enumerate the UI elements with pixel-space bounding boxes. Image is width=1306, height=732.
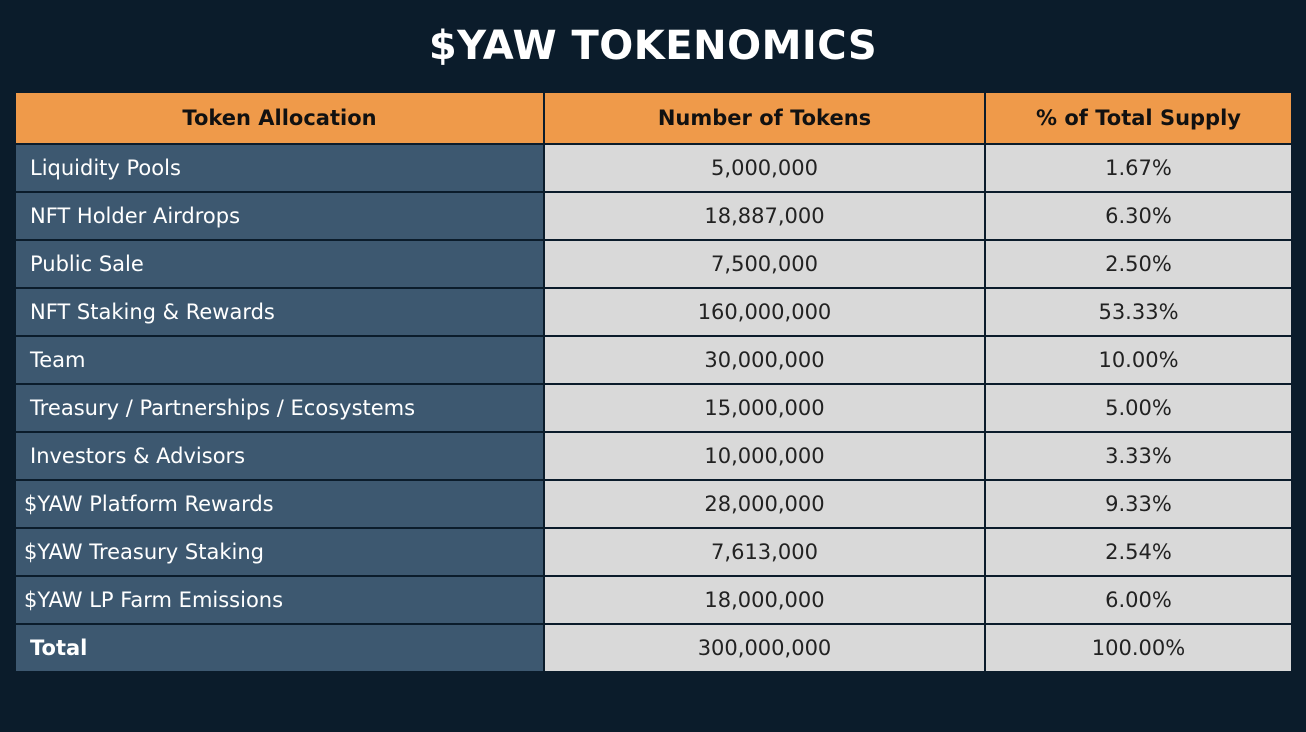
allocation-cell: $YAW LP Farm Emissions	[14, 575, 545, 625]
tokens-cell: 5,000,000	[543, 143, 986, 193]
allocation-cell: $YAW Platform Rewards	[14, 479, 545, 529]
tokenomics-table: Token Allocation Number of Tokens % of T…	[14, 91, 1293, 673]
percent-cell: 2.54%	[984, 527, 1293, 577]
percent-cell: 10.00%	[984, 335, 1293, 385]
table-row: Investors & Advisors 10,000,000 3.33%	[14, 431, 1293, 481]
column-header-tokens: Number of Tokens	[543, 91, 986, 145]
tokens-cell: 10,000,000	[543, 431, 986, 481]
table-header-row: Token Allocation Number of Tokens % of T…	[14, 91, 1293, 145]
allocation-cell: NFT Holder Airdrops	[14, 191, 545, 241]
page-title: $YAW TOKENOMICS	[428, 23, 878, 69]
percent-cell: 3.33%	[984, 431, 1293, 481]
percent-cell: 6.30%	[984, 191, 1293, 241]
table-row: Team 30,000,000 10.00%	[14, 335, 1293, 385]
tokens-cell: 30,000,000	[543, 335, 986, 385]
allocation-cell: Team	[14, 335, 545, 385]
table-row: $YAW LP Farm Emissions 18,000,000 6.00%	[14, 575, 1293, 625]
allocation-cell: Investors & Advisors	[14, 431, 545, 481]
total-tokens-cell: 300,000,000	[543, 623, 986, 673]
table-row: Liquidity Pools 5,000,000 1.67%	[14, 143, 1293, 193]
column-header-percent: % of Total Supply	[984, 91, 1293, 145]
percent-cell: 1.67%	[984, 143, 1293, 193]
tokens-cell: 28,000,000	[543, 479, 986, 529]
table-row: NFT Holder Airdrops 18,887,000 6.30%	[14, 191, 1293, 241]
tokens-cell: 18,000,000	[543, 575, 986, 625]
tokens-cell: 7,500,000	[543, 239, 986, 289]
column-header-allocation: Token Allocation	[14, 91, 545, 145]
percent-cell: 2.50%	[984, 239, 1293, 289]
percent-cell: 6.00%	[984, 575, 1293, 625]
total-row: Total 300,000,000 100.00%	[14, 623, 1293, 673]
tokens-cell: 7,613,000	[543, 527, 986, 577]
total-percent-cell: 100.00%	[984, 623, 1293, 673]
tokens-cell: 15,000,000	[543, 383, 986, 433]
table-row: Treasury / Partnerships / Ecosystems 15,…	[14, 383, 1293, 433]
tokens-cell: 160,000,000	[543, 287, 986, 337]
table-row: NFT Staking & Rewards 160,000,000 53.33%	[14, 287, 1293, 337]
allocation-cell: Treasury / Partnerships / Ecosystems	[14, 383, 545, 433]
allocation-cell: Liquidity Pools	[14, 143, 545, 193]
table-row: $YAW Treasury Staking 7,613,000 2.54%	[14, 527, 1293, 577]
table-row: Public Sale 7,500,000 2.50%	[14, 239, 1293, 289]
percent-cell: 53.33%	[984, 287, 1293, 337]
allocation-cell: $YAW Treasury Staking	[14, 527, 545, 577]
percent-cell: 9.33%	[984, 479, 1293, 529]
allocation-cell: NFT Staking & Rewards	[14, 287, 545, 337]
allocation-cell: Public Sale	[14, 239, 545, 289]
percent-cell: 5.00%	[984, 383, 1293, 433]
tokens-cell: 18,887,000	[543, 191, 986, 241]
total-label-cell: Total	[14, 623, 545, 673]
table-row: $YAW Platform Rewards 28,000,000 9.33%	[14, 479, 1293, 529]
